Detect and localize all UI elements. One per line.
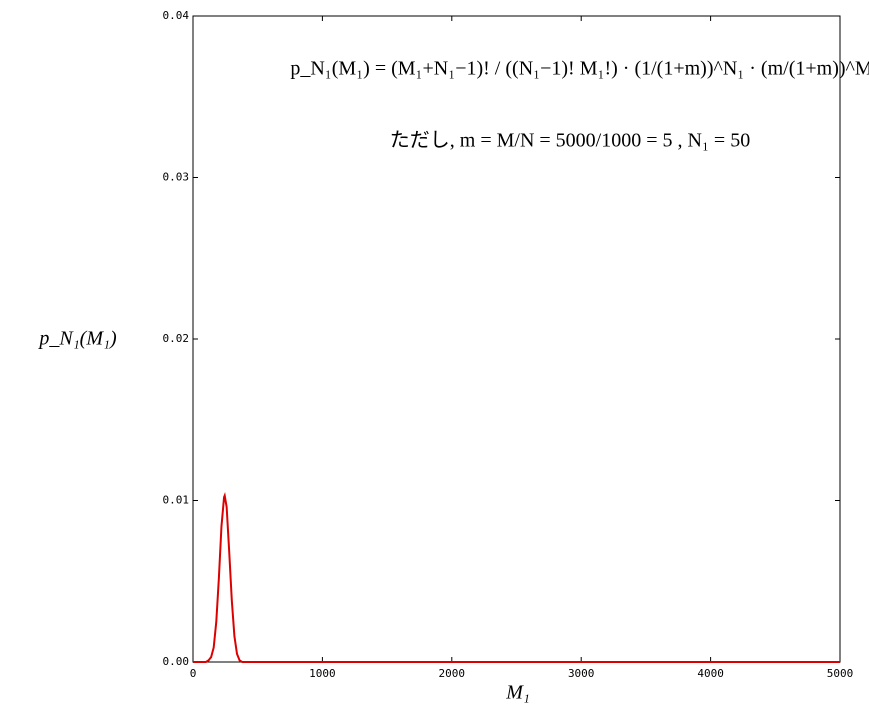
y-tick-label: 0.00 — [163, 655, 190, 668]
y-axis-label: p_N₁(M₁) — [37, 328, 117, 350]
formula: p_N₁(M₁) = (M₁+N₁−1)! / ((N₁−1)! M₁!) · … — [290, 58, 869, 80]
y-tick-label: 0.03 — [163, 171, 190, 184]
data-line — [193, 491, 840, 663]
formula-note: ただし, m = M/N = 5000/1000 = 5 , N₁ = 50 — [390, 130, 750, 152]
x-tick-label: 0 — [190, 667, 197, 680]
x-tick-label: 3000 — [568, 667, 595, 680]
y-tick-label: 0.01 — [163, 494, 190, 507]
x-tick-label: 1000 — [309, 667, 336, 680]
y-tick-label: 0.04 — [163, 9, 190, 22]
x-tick-label: 5000 — [827, 667, 854, 680]
x-axis-label: M₁ — [505, 682, 530, 704]
x-tick-label: 2000 — [439, 667, 466, 680]
y-tick-label: 0.02 — [163, 332, 190, 345]
x-tick-label: 4000 — [697, 667, 724, 680]
plot-frame — [192, 15, 841, 663]
